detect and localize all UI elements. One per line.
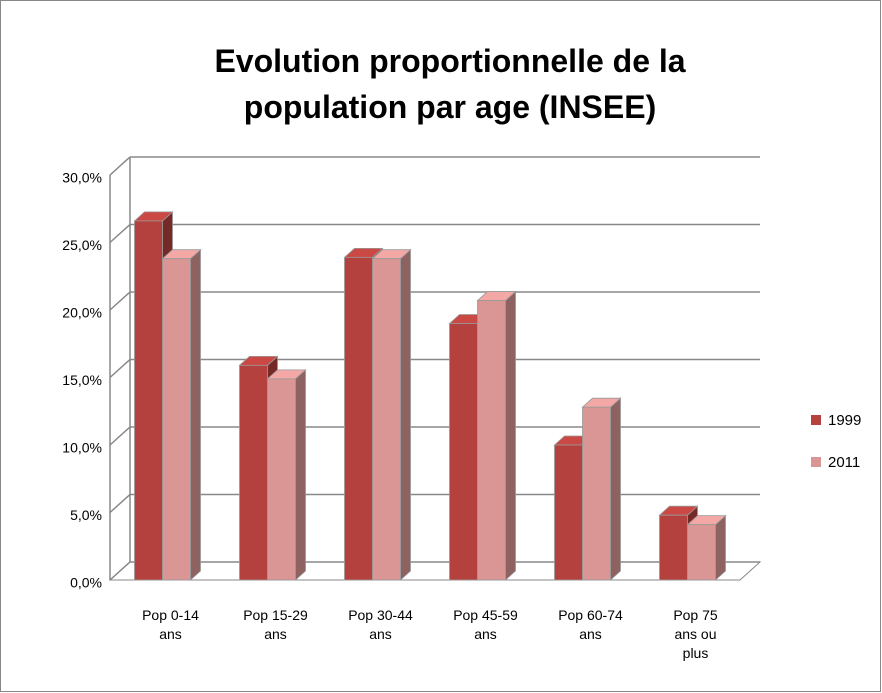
bar bbox=[581, 397, 622, 581]
bar-face bbox=[582, 406, 611, 581]
x-tick-label: Pop 30-44 ans bbox=[348, 607, 413, 642]
legend-label: 2011 bbox=[828, 454, 860, 471]
y-tick-label: 0,0% bbox=[70, 575, 102, 591]
x-tick-label: Pop 60-74 ans bbox=[558, 607, 623, 642]
y-tick-label: 20,0% bbox=[62, 305, 102, 321]
bar-face bbox=[554, 444, 583, 581]
side-wall-line bbox=[109, 223, 131, 244]
bar-face bbox=[715, 514, 726, 581]
side-wall-line bbox=[109, 358, 131, 379]
bar-face bbox=[239, 364, 268, 581]
side-wall-line bbox=[109, 156, 131, 176]
bar-face bbox=[477, 300, 506, 581]
bar bbox=[686, 514, 727, 581]
bar-face bbox=[449, 323, 478, 581]
bar-face bbox=[687, 524, 716, 581]
bar-face bbox=[190, 248, 201, 581]
legend-label: 1999 bbox=[828, 412, 861, 429]
bar bbox=[476, 290, 517, 581]
side-wall-line bbox=[109, 493, 131, 514]
chart-title: Evolution proportionnelle de la populati… bbox=[214, 43, 686, 125]
bar-face bbox=[505, 290, 516, 581]
bar-face bbox=[344, 256, 373, 581]
bar-face bbox=[610, 397, 621, 581]
bar-face bbox=[162, 258, 191, 581]
x-tick-label: Pop 15-29 ans bbox=[243, 607, 308, 642]
side-wall-line bbox=[109, 426, 131, 446]
bar bbox=[161, 248, 202, 581]
legend-swatch bbox=[811, 457, 821, 467]
y-tick-label: 25,0% bbox=[62, 237, 102, 253]
bar-face bbox=[134, 220, 163, 581]
bar bbox=[266, 368, 307, 581]
bar bbox=[371, 248, 412, 581]
side-wall-line bbox=[109, 561, 131, 581]
x-tick-label: Pop 45-59 ans bbox=[453, 607, 518, 642]
bar-face bbox=[295, 368, 306, 581]
y-tick-label: 10,0% bbox=[62, 440, 102, 456]
bar-face bbox=[372, 258, 401, 581]
bar-face bbox=[659, 514, 688, 581]
y-tick-label: 5,0% bbox=[70, 507, 102, 523]
legend-swatch bbox=[811, 415, 821, 425]
bar-face bbox=[267, 378, 296, 581]
x-tick-label: Pop 75 ans ou plus bbox=[673, 607, 718, 661]
side-wall-line bbox=[109, 291, 131, 311]
y-tick-label: 30,0% bbox=[62, 170, 102, 186]
y-tick-label: 15,0% bbox=[62, 372, 102, 388]
x-tick-label: Pop 0-14 ans bbox=[142, 607, 199, 642]
bar-face bbox=[400, 248, 411, 581]
